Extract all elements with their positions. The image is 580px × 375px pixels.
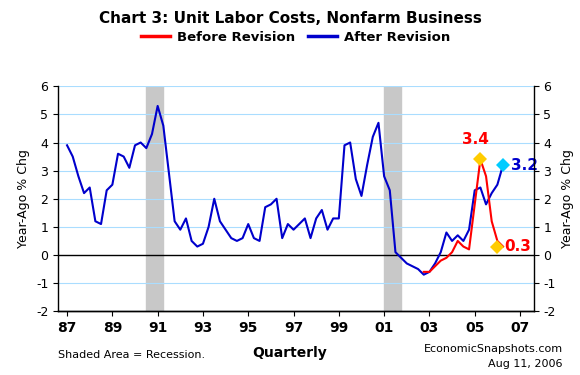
Legend: Before Revision, After Revision: Before Revision, After Revision [136,26,455,49]
Bar [384,86,401,311]
Text: Chart 3: Unit Labor Costs, Nonfarm Business: Chart 3: Unit Labor Costs, Nonfarm Busin… [99,11,481,26]
Y-axis label: Year-Ago % Chg: Year-Ago % Chg [17,149,30,248]
Text: 3.2: 3.2 [511,158,538,172]
Bar [146,86,164,311]
Text: Quarterly: Quarterly [253,346,327,360]
Text: Aug 11, 2006: Aug 11, 2006 [488,359,563,369]
Text: EconomicSnapshots.com: EconomicSnapshots.com [423,344,563,354]
Text: Shaded Area = Recession.: Shaded Area = Recession. [58,350,205,360]
Text: 0.3: 0.3 [504,239,531,254]
Y-axis label: Year-Ago % Chg: Year-Ago % Chg [561,149,574,248]
Text: 3.4: 3.4 [462,132,490,147]
